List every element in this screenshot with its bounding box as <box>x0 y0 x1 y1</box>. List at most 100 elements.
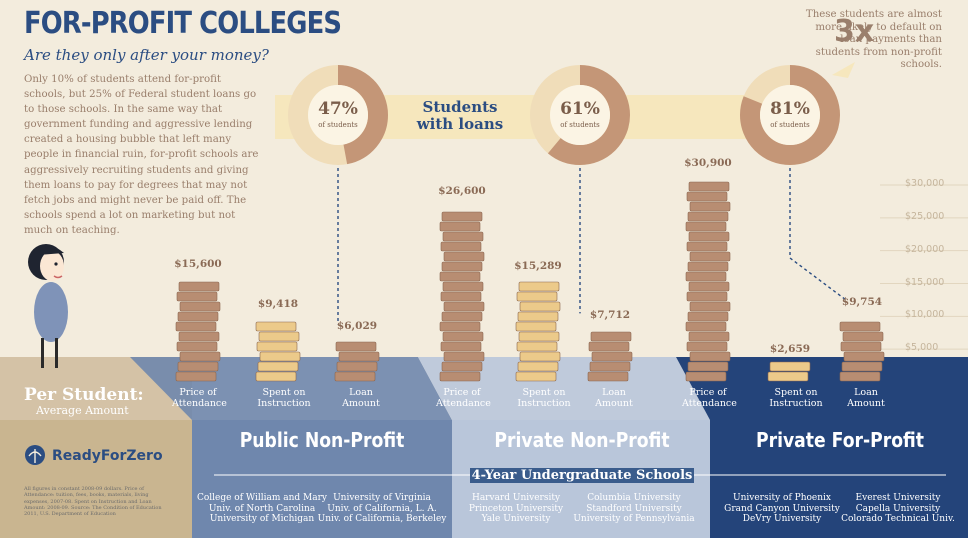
bar-book <box>688 181 730 192</box>
category-label: Spent on Instruction <box>257 387 311 409</box>
panel-top-2 <box>676 357 968 420</box>
bar-book <box>177 311 219 322</box>
panel-title: Private Non-Profit <box>494 428 670 452</box>
bar-book <box>439 321 481 332</box>
bar-book <box>689 251 731 262</box>
bar-book <box>440 341 482 352</box>
category-label: Spent on Instruction <box>769 387 823 409</box>
fine-print: All figures in constant 2008-09 dollars.… <box>24 486 162 518</box>
panel-title: Public Non-Profit <box>239 428 405 452</box>
bar-book <box>843 351 885 362</box>
panel-body-0 <box>192 420 452 538</box>
bar-book <box>515 321 557 332</box>
panel-body-2 <box>710 420 968 538</box>
school-list: Harvard University Princeton University … <box>468 493 564 524</box>
callout-arrow-icon <box>832 62 855 78</box>
school-list: Columbia University Standford University… <box>573 493 695 524</box>
bar-book <box>255 371 297 382</box>
bar-book <box>517 361 559 372</box>
bar-book <box>178 331 220 342</box>
bar-book <box>442 231 484 242</box>
bar-book <box>179 301 221 312</box>
bar-book <box>687 211 729 222</box>
bar-book <box>687 261 729 272</box>
bar-book <box>441 311 483 322</box>
per-student-subtitle: Average Amount <box>36 404 129 417</box>
bar-book <box>441 211 483 222</box>
loan-percent-caption: of students <box>770 121 810 129</box>
bar-book <box>516 291 558 302</box>
bar-value-label: $15,289 <box>514 259 562 272</box>
bar-value-label: $2,659 <box>769 342 811 355</box>
category-label: Price of Attendance <box>172 387 227 409</box>
bar-book <box>842 331 884 342</box>
bar-stacks <box>175 181 885 382</box>
panel-top-1 <box>418 357 710 420</box>
bar-value-label: $7,712 <box>589 309 631 322</box>
bar-book <box>335 341 377 352</box>
loan-percent: 81% <box>770 99 810 119</box>
bar-book <box>518 331 560 342</box>
bar-book <box>840 341 882 352</box>
bar-book <box>689 301 731 312</box>
loan-percent: 61% <box>560 99 600 119</box>
bar-book <box>336 361 378 372</box>
loans-label: Students with loans <box>416 98 504 133</box>
loan-percent-caption: of students <box>318 121 358 129</box>
bar-book <box>515 371 557 382</box>
bar-book <box>443 251 485 262</box>
bar-book <box>175 371 217 382</box>
bar-book <box>516 341 558 352</box>
bar-book <box>443 351 485 362</box>
loan-percent-caption: of students <box>560 121 600 129</box>
bar-book <box>176 341 218 352</box>
bar-book <box>442 331 484 342</box>
bar-book <box>587 371 629 382</box>
y-tick-label: $25,000 <box>905 210 945 222</box>
ring-center <box>760 85 820 145</box>
page-title: FOR-PROFIT COLLEGES <box>24 6 342 41</box>
loan-rings <box>288 65 840 165</box>
bar-book <box>259 351 301 362</box>
bar-book <box>685 371 727 382</box>
readyforzero-logo-icon <box>25 445 45 465</box>
bar-book <box>686 341 728 352</box>
panel-title: Private For-Profit <box>755 428 925 452</box>
category-label: Spent on Instruction <box>517 387 571 409</box>
bar-book <box>517 311 559 322</box>
bar-value-label: $15,600 <box>174 257 222 270</box>
intro-paragraph: Only 10% of students attend for-profit s… <box>24 74 259 236</box>
bar-book <box>590 331 632 342</box>
callout-text: These students are almost more likely to… <box>805 9 942 70</box>
bar-book <box>518 281 560 292</box>
brand-name: ReadyForZero <box>52 448 163 464</box>
bar-book <box>591 351 633 362</box>
bar-value-label: $26,600 <box>438 185 486 198</box>
bar-book <box>441 361 483 372</box>
category-label: Price of Attendance <box>436 387 491 409</box>
bar-book <box>443 301 485 312</box>
ring-center <box>550 85 610 145</box>
bar-book <box>687 361 729 372</box>
bar-book <box>178 281 220 292</box>
bar-book <box>176 291 218 302</box>
bar-book <box>175 321 217 332</box>
bar-book <box>442 281 484 292</box>
bar-book <box>839 371 881 382</box>
bar-book <box>688 331 730 342</box>
bar-book <box>839 321 881 332</box>
y-axis <box>880 184 968 350</box>
dashed-connector <box>789 156 847 301</box>
category-label: Loan Amount <box>342 387 380 409</box>
bar-book <box>767 371 809 382</box>
y-tick-label: $30,000 <box>905 178 945 189</box>
bar-value-label: $30,900 <box>684 157 732 170</box>
bar-book <box>689 201 731 212</box>
connector-lines <box>337 156 847 325</box>
ring-center <box>308 85 368 145</box>
callout-multiplier: 3x <box>834 14 875 49</box>
ring-fill <box>530 65 630 165</box>
y-tick-label: $15,000 <box>905 276 945 288</box>
y-tick-label: $10,000 <box>905 309 945 321</box>
bar-book <box>686 191 728 202</box>
